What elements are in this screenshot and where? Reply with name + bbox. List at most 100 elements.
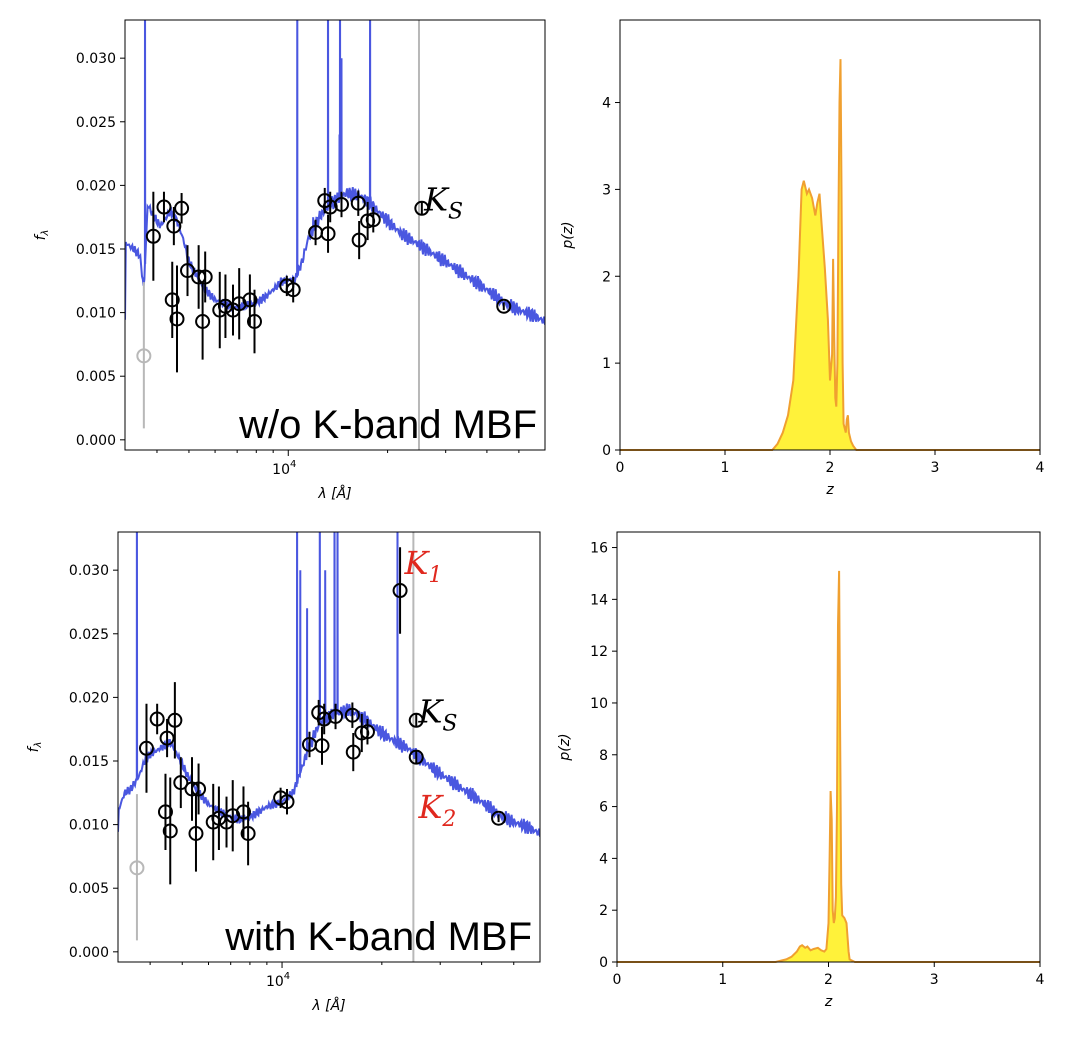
- y-tick-label: 0.000: [69, 945, 109, 961]
- photometry-point: [174, 200, 190, 216]
- x-axis-label: z: [824, 994, 833, 1010]
- x-axis-label: z: [825, 482, 834, 498]
- y-tick-label: 2: [599, 903, 608, 919]
- x-axis-label: λ [Å]: [317, 485, 351, 502]
- photometry-point: [359, 724, 375, 740]
- photometry-point: [157, 804, 173, 820]
- photometry-point: [180, 263, 196, 279]
- y-tick-label: 0.015: [69, 754, 109, 770]
- photometry-point: [314, 738, 330, 754]
- photometry-point: [392, 583, 408, 599]
- photometry-point: [195, 314, 211, 330]
- y-tick-label: 2: [602, 269, 611, 285]
- x-tick-label: 104: [266, 971, 290, 990]
- y-tick-label: 0.005: [69, 881, 109, 897]
- photometry-point: [242, 292, 258, 308]
- x-tick-label: 1: [721, 460, 730, 476]
- photometry-point: [496, 298, 512, 314]
- y-tick-label: 3: [602, 182, 611, 198]
- x-axis-label: λ [Å]: [311, 997, 345, 1014]
- y-tick-label: 0: [602, 443, 611, 459]
- y-tick-label: 0.030: [76, 51, 116, 67]
- sed-bottom-panel: 0.000 0.005 0.010 0.015 0.020 0.025 0.030 104 λ …: [26, 531, 541, 1014]
- photometry-point: [138, 740, 154, 756]
- y-axis-label: p(z): [557, 733, 573, 761]
- y-tick-label: 0.025: [69, 627, 109, 643]
- x-tick-label: 3: [931, 460, 940, 476]
- photometry-point: [149, 711, 165, 727]
- axes-frame: [124, 19, 546, 451]
- photometry-point: [145, 228, 161, 244]
- photometry-point: [285, 282, 301, 298]
- excluded-point: [129, 860, 145, 876]
- band-label: K1: [403, 544, 442, 588]
- x-tick-label: 1: [718, 972, 727, 988]
- excluded-point: [136, 348, 152, 364]
- photometry-point: [320, 226, 336, 242]
- y-tick-label: 0.000: [76, 433, 116, 449]
- photometry-point: [350, 195, 366, 211]
- band-label: KS: [417, 693, 457, 737]
- y-tick-label: 0.010: [69, 818, 109, 834]
- y-tick-label: 1: [602, 356, 611, 372]
- photometry-point: [167, 712, 183, 728]
- y-tick-label: 0.030: [69, 563, 109, 579]
- photometry-point: [279, 794, 295, 810]
- x-tick-label: 4: [1036, 972, 1045, 988]
- plot-area: [118, 532, 540, 962]
- photometry-point: [345, 744, 361, 760]
- sed-top-panel: 0.000 0.005 0.010 0.015 0.020 0.025 0.030 104 λ …: [33, 19, 546, 502]
- x-tick-label: 3: [930, 972, 939, 988]
- y-tick-label: 0.010: [76, 306, 116, 322]
- y-tick-label: 16: [590, 541, 608, 557]
- photometry-point: [240, 826, 256, 842]
- photometry-point: [159, 730, 175, 746]
- y-tick-label: 14: [590, 592, 608, 608]
- pz-curve-line: [617, 570, 1040, 963]
- y-axis-label: fλ: [33, 230, 51, 241]
- x-tick-label: 4: [1036, 460, 1045, 476]
- photometry-point: [246, 314, 262, 330]
- panel-annotation: with K-band MBF: [224, 915, 532, 959]
- band-label: K2: [417, 788, 456, 832]
- photometry-point: [173, 775, 189, 791]
- photometry-point: [408, 749, 424, 765]
- y-tick-label: 4: [599, 851, 608, 867]
- y-tick-label: 4: [602, 96, 611, 112]
- y-tick-label: 0.020: [69, 690, 109, 706]
- photometry-point: [164, 292, 180, 308]
- photometry-point: [166, 218, 182, 234]
- photometry-point: [156, 199, 172, 215]
- photometry-point: [491, 810, 507, 826]
- photometry-point: [414, 200, 430, 216]
- y-axis-label: p(z): [560, 221, 576, 249]
- x-tick-label: 0: [613, 972, 622, 988]
- y-tick-label: 0.025: [76, 115, 116, 131]
- photometry-point: [169, 311, 185, 327]
- photometry-point: [365, 212, 381, 228]
- photometry-point: [322, 199, 338, 215]
- y-tick-label: 6: [599, 800, 608, 816]
- y-axis-label: fλ: [26, 742, 44, 753]
- photometry-point: [328, 708, 344, 724]
- y-tick-label: 0: [599, 955, 608, 971]
- plot-area: [125, 20, 545, 450]
- photometry-point: [191, 781, 207, 797]
- photometry-point: [316, 711, 332, 727]
- x-tick-label: 104: [272, 459, 296, 478]
- axes-frame: [117, 531, 541, 963]
- x-tick-label: 2: [826, 460, 835, 476]
- model-spectrum-line: [125, 20, 545, 325]
- pz-fill-area: [620, 59, 1040, 450]
- x-tick-label: 2: [824, 972, 833, 988]
- y-tick-label: 0.020: [76, 178, 116, 194]
- y-tick-label: 12: [590, 644, 608, 660]
- photometry-point: [334, 196, 350, 212]
- y-tick-label: 0.005: [76, 369, 116, 385]
- x-tick-label: 0: [616, 460, 625, 476]
- photometry-point: [235, 804, 251, 820]
- photometry-point: [162, 823, 178, 839]
